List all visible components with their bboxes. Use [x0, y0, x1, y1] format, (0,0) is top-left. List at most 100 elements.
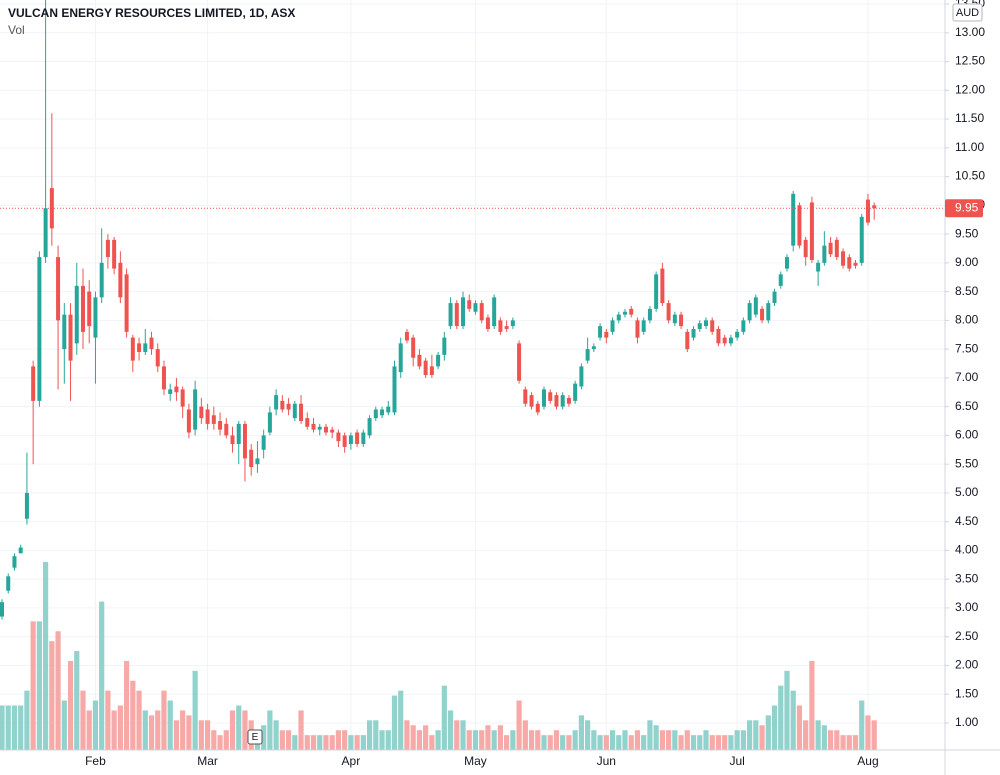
volume-bar [117, 705, 123, 750]
volume-bar [821, 725, 827, 750]
volume-bar [30, 621, 36, 750]
volume-bar [690, 735, 697, 750]
currency-label[interactable]: AUD [956, 7, 979, 19]
candle-body [529, 395, 534, 407]
volume-bar [765, 715, 771, 750]
volume-bar [585, 720, 591, 750]
volume-bar [0, 705, 5, 750]
candle-body [454, 303, 459, 327]
volume-bar [790, 690, 796, 750]
candle-body [523, 389, 528, 404]
candle-body [361, 432, 366, 445]
candle-body [660, 268, 665, 304]
candle-body [672, 314, 677, 324]
volume-bar [74, 651, 80, 750]
candle-body [99, 262, 104, 298]
volume-bar [734, 730, 740, 750]
volume-bar [99, 601, 105, 750]
candle-body [330, 429, 335, 433]
candle-body [68, 314, 73, 361]
volume-bar [379, 730, 385, 750]
candle-body [479, 303, 484, 321]
candle-body [504, 326, 509, 329]
volume-bar [827, 730, 834, 750]
candle-body [143, 343, 148, 352]
candle-body [236, 423, 241, 445]
volume-bar [591, 730, 597, 750]
y-tick-label: 9.50 [955, 226, 979, 240]
candle-body [43, 208, 48, 258]
candle-body [87, 291, 92, 327]
candle-body [417, 354, 422, 367]
volume-bar [485, 725, 491, 750]
candle-body [822, 245, 827, 263]
volume-bar [223, 730, 229, 750]
volume-bar [217, 735, 223, 750]
volume-bar [5, 705, 11, 750]
volume-bar [560, 735, 566, 750]
y-tick-label: 13.00 [955, 25, 985, 39]
y-tick-label: 3.50 [955, 571, 979, 585]
volume-bar [846, 735, 852, 750]
candle-body [697, 323, 702, 329]
x-tick-label: Jul [729, 754, 744, 768]
candle-body [380, 409, 385, 416]
volume-bar [672, 730, 678, 750]
volume-bar [329, 735, 335, 750]
candle-body [753, 297, 758, 315]
volume-bar [647, 720, 653, 750]
earnings-marker-label[interactable]: E [252, 732, 259, 743]
candle-body [305, 418, 310, 427]
candle-body [467, 300, 472, 309]
y-tick-label: 4.50 [955, 514, 979, 528]
volume-bar [740, 730, 746, 750]
grid [0, 0, 945, 750]
y-tick-label: 2.00 [955, 658, 979, 672]
candle-body [130, 337, 135, 361]
candle-body [623, 311, 627, 315]
volume-bar [130, 680, 136, 750]
candle-body [31, 366, 36, 401]
candle-body [604, 331, 609, 338]
volume-bar [441, 685, 447, 750]
candle-body [722, 337, 727, 344]
currency-box[interactable] [952, 3, 983, 22]
volume-bar [666, 730, 672, 750]
candle-body [548, 392, 553, 401]
volume-bar [628, 735, 634, 750]
candle-body [579, 366, 584, 387]
volume-bar [728, 735, 734, 750]
candle-body [411, 337, 416, 358]
candle-body [442, 337, 447, 355]
candle-body [841, 251, 846, 266]
volume-bar [541, 735, 547, 750]
volume-bar [279, 730, 285, 750]
volume-bar [335, 730, 342, 750]
volume-bar [211, 730, 217, 750]
candle-body [461, 297, 466, 327]
volume-bar [416, 730, 423, 750]
volume-bar [292, 735, 298, 750]
volume-bar [622, 730, 628, 750]
candle-body [816, 262, 821, 272]
candle-body [859, 216, 864, 263]
volume-bar [86, 710, 92, 750]
candle-body [80, 285, 85, 332]
candle-body [186, 409, 191, 433]
candle-body [803, 239, 808, 258]
earnings-marker[interactable] [247, 729, 263, 745]
volume-bar [167, 700, 173, 750]
candle-body [510, 320, 515, 327]
candle-body [105, 239, 110, 258]
candle-body [242, 423, 247, 459]
volume-bar [354, 735, 360, 750]
volume-bar [273, 720, 279, 750]
volume-bar [684, 730, 690, 750]
volume-bar [865, 715, 871, 750]
candle-body [193, 389, 198, 430]
volume-bar [429, 735, 435, 750]
volume-bar [504, 735, 510, 750]
candle-body [809, 202, 814, 260]
volume-bar [267, 710, 273, 750]
